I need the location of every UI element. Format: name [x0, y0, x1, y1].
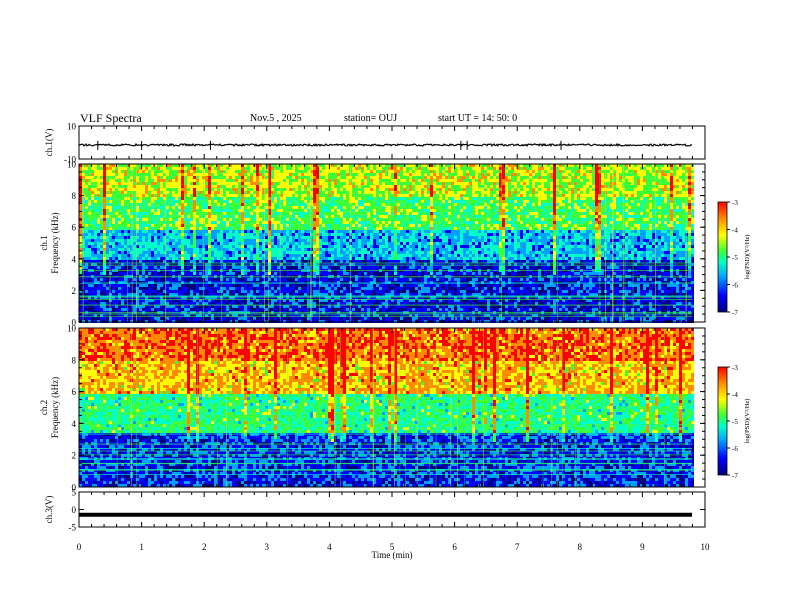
colorbar-tick-label: -5: [732, 418, 738, 426]
ch1-waveform-trace: [79, 144, 692, 146]
colorbar-tick-label: -6: [732, 445, 738, 453]
panel-frame: [79, 492, 705, 527]
colorbar-tick-label: -6: [732, 282, 738, 290]
ch1-spec-ylabel: ch.1: [39, 235, 49, 250]
y-tick-label: 10: [67, 324, 77, 334]
x-axis-label: Time (min): [372, 550, 413, 560]
colorbar-ch2-spectrogram: [718, 367, 727, 475]
ch2-spec-ylabel: ch.2: [39, 400, 49, 415]
y-tick-label: 8: [72, 355, 77, 365]
y-tick-label: 6: [72, 223, 77, 233]
x-tick-label: 9: [640, 542, 645, 552]
y-tick-label: 4: [72, 419, 77, 429]
colorbar-ch1-spectrogram: [718, 202, 727, 312]
y-tick-label: 8: [72, 191, 77, 201]
y-tick-label: 2: [72, 286, 77, 296]
y-tick-label: 2: [72, 451, 77, 461]
colorbar-tick-label: -7: [732, 472, 738, 480]
x-tick-label: 10: [701, 542, 711, 552]
x-tick-label: 3: [265, 542, 270, 552]
colorbar-tick-label: -3: [732, 364, 738, 372]
spectrogram-ch1-spectrogram: [79, 164, 705, 323]
y-tick-label: 10: [67, 160, 77, 170]
colorbar-label: log(PSD)(V²/Hz): [744, 399, 751, 444]
colorbar-tick-label: -7: [732, 309, 738, 317]
x-tick-label: 7: [515, 542, 520, 552]
x-tick-label: 8: [578, 542, 583, 552]
colorbar-label: log(PSD)(V²/Hz): [744, 235, 751, 280]
x-tick-label: 1: [139, 542, 144, 552]
x-tick-label: 2: [202, 542, 207, 552]
x-tick-label: 4: [327, 542, 332, 552]
spectrogram-ch2-spectrogram: [79, 328, 705, 487]
colorbar-tick-label: -3: [732, 199, 738, 207]
y-tick-label: 5: [72, 488, 77, 498]
y-tick-label: 6: [72, 387, 77, 397]
y-tick-label: 10: [67, 122, 77, 132]
ch1-ylabel: ch.1(V): [44, 129, 54, 157]
y-tick-label: -5: [69, 523, 77, 533]
ch3-ylabel: ch.3(V): [44, 496, 54, 524]
colorbar-tick-label: -4: [732, 391, 738, 399]
colorbar-tick-label: -4: [732, 227, 738, 235]
ch2-spec-ylabel-freq: Frequency (kHz): [50, 377, 60, 438]
y-tick-label: 0: [72, 505, 77, 515]
x-tick-label: 0: [77, 542, 82, 552]
x-tick-label: 6: [452, 542, 457, 552]
colorbar-tick-label: -5: [732, 254, 738, 262]
ch1-spec-ylabel-freq: Frequency (kHz): [50, 212, 60, 273]
y-tick-label: 4: [72, 254, 77, 264]
